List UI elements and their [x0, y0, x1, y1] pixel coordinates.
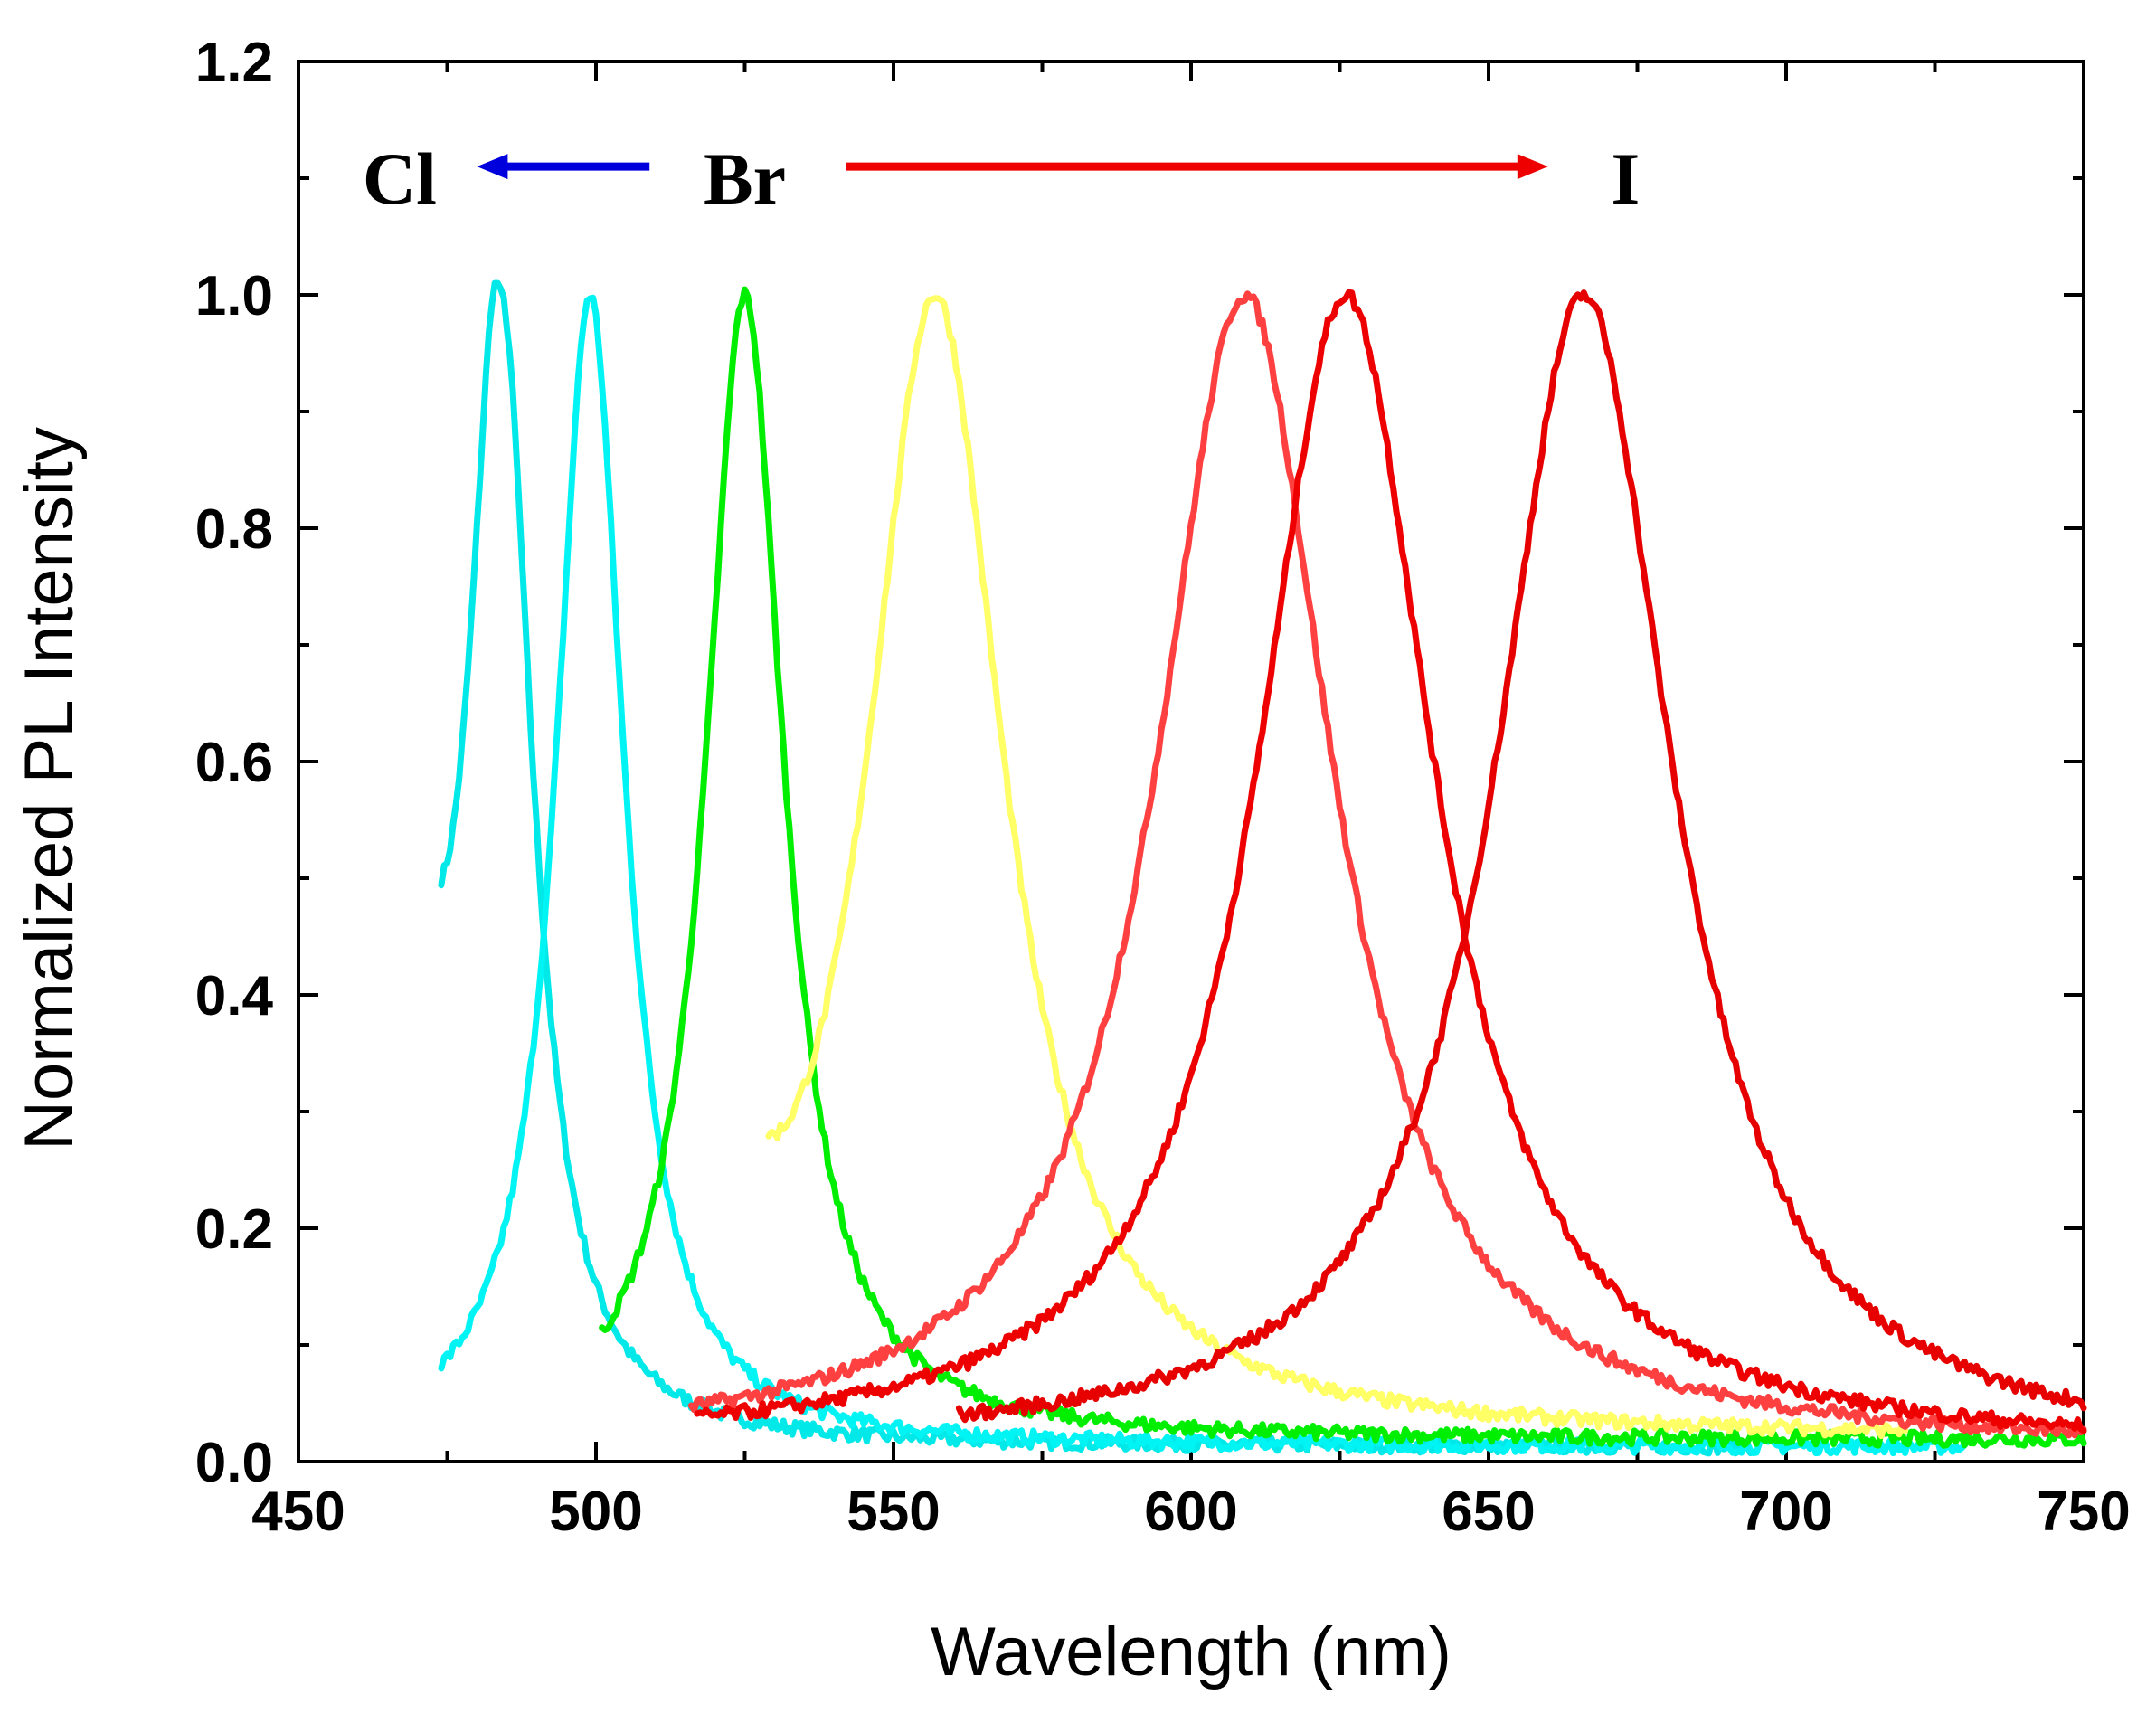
- series-line-557: [765, 295, 1909, 1440]
- x-tick-label: 450: [251, 1481, 345, 1543]
- element-annotations: Cl Br I: [363, 137, 1640, 220]
- arrow-left-head-icon: [477, 154, 508, 180]
- x-tick-label: 500: [549, 1481, 642, 1543]
- y-tick-label: 0.8: [195, 498, 273, 561]
- series-line-609: [687, 290, 2087, 1439]
- y-axis-tick-labels: 0.0 0.2 0.4 0.6 0.8 1.0 1.2: [195, 32, 274, 1494]
- y-tick-label: 1.0: [195, 265, 273, 327]
- annotation-cl: Cl: [363, 137, 437, 220]
- y-tick-label: 0.0: [195, 1432, 273, 1494]
- series-group: [438, 279, 2087, 1457]
- x-axis-tick-labels: 450 500 550 600 650 700 750: [251, 1481, 2130, 1543]
- y-tick-label: 0.4: [195, 965, 274, 1027]
- x-tick-label: 600: [1144, 1481, 1237, 1543]
- y-axis-title: Normalized PL Intensity: [11, 427, 88, 1150]
- series-line-499: [438, 294, 1968, 1457]
- x-tick-label: 650: [1442, 1481, 1535, 1543]
- x-tick-label: 750: [2037, 1481, 2130, 1543]
- series-line-666: [955, 289, 2087, 1424]
- series-line-525: [599, 286, 2087, 1449]
- x-tick-label: 550: [846, 1481, 940, 1543]
- annotation-i: I: [1611, 137, 1640, 220]
- y-tick-label: 1.2: [195, 32, 273, 94]
- annotation-br: Br: [704, 137, 786, 220]
- x-tick-label: 700: [1739, 1481, 1832, 1543]
- y-tick-label: 0.6: [195, 732, 273, 794]
- series-line-626: [694, 289, 2087, 1434]
- axis-ticks: [297, 60, 2085, 1463]
- x-axis-title: Wavelength (nm): [931, 1614, 1452, 1690]
- y-tick-label: 0.2: [195, 1198, 273, 1261]
- arrow-right-head-icon: [1517, 154, 1548, 180]
